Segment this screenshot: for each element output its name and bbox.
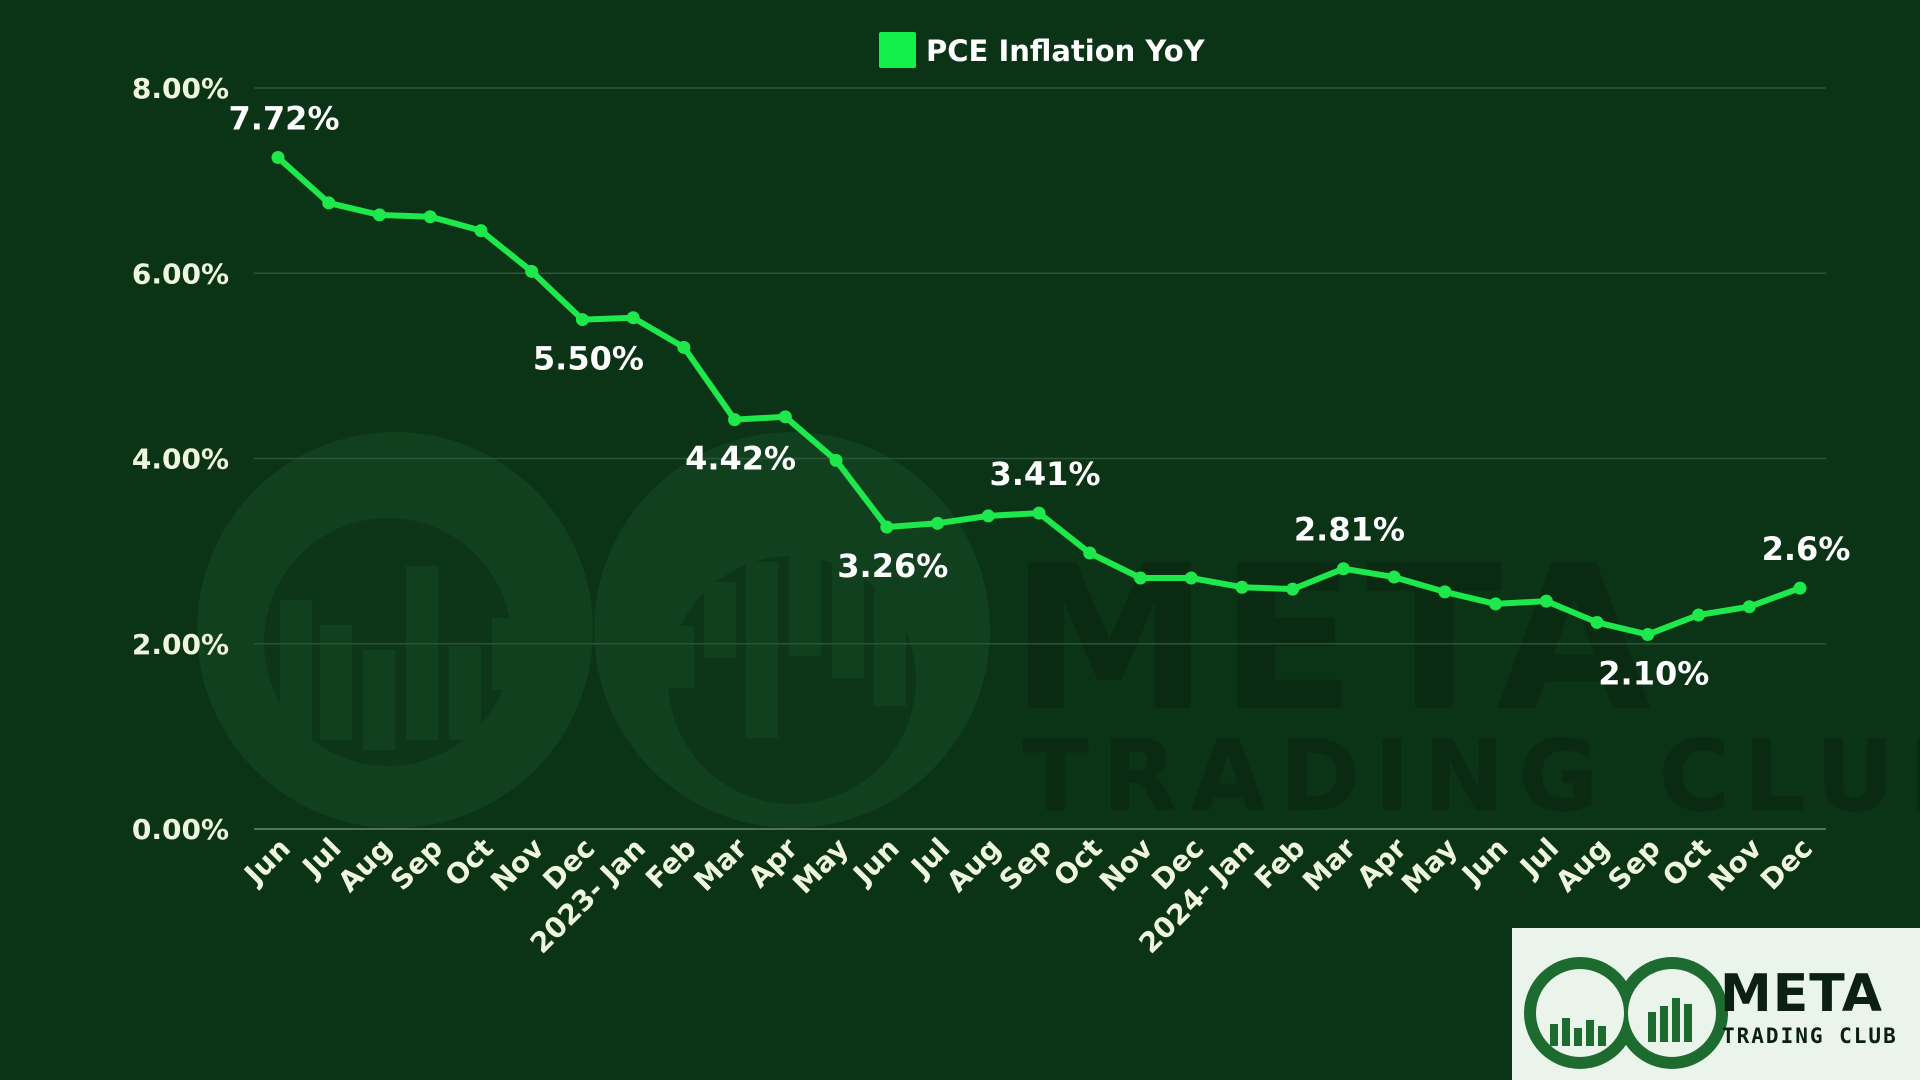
- data-point: [1184, 571, 1198, 585]
- logo-title: META: [1720, 964, 1883, 1024]
- data-label: 4.42%: [685, 440, 796, 478]
- data-point: [1438, 585, 1452, 599]
- data-point: [677, 340, 691, 354]
- data-point: [1032, 506, 1046, 520]
- data-point: [1489, 597, 1503, 611]
- y-tick-label: 2.00%: [132, 628, 229, 661]
- data-point: [1387, 570, 1401, 584]
- data-label: 2.10%: [1598, 654, 1709, 692]
- data-point: [1641, 627, 1655, 641]
- data-point: [626, 311, 640, 325]
- data-point: [880, 520, 894, 534]
- data-label: 3.26%: [837, 547, 948, 585]
- data-labels: 7.72% 5.50% 4.42% 3.26% 3.41% 2.81% 2.10% 2.6%: [228, 99, 1850, 692]
- data-point: [1286, 582, 1300, 596]
- legend-label: PCE Inflation YoY: [926, 34, 1206, 68]
- y-tick-label: 6.00%: [132, 257, 229, 290]
- data-point: [423, 210, 437, 224]
- data-point: [575, 313, 589, 327]
- data-point: [1083, 546, 1097, 560]
- watermark-subtitle: TRADING CLUB: [1022, 720, 1920, 834]
- y-tick-label: 0.00%: [132, 813, 229, 846]
- watermark-title: META: [1010, 523, 1661, 756]
- data-label: 3.41%: [989, 455, 1100, 493]
- logo-subtitle: TRADING CLUB: [1722, 1024, 1898, 1048]
- series-pce-inflation: [271, 150, 1807, 641]
- legend: PCE Inflation YoY: [879, 32, 1206, 68]
- data-point: [778, 410, 792, 424]
- data-point: [1235, 580, 1249, 594]
- data-point: [1742, 600, 1756, 614]
- data-point: [1793, 581, 1807, 595]
- data-point: [525, 264, 539, 278]
- legend-swatch: [879, 32, 916, 68]
- y-tick-label: 4.00%: [132, 443, 229, 476]
- data-point: [728, 413, 742, 427]
- y-tick-label: 8.00%: [132, 72, 229, 105]
- gridlines: [254, 87, 1826, 830]
- data-point: [829, 453, 843, 467]
- data-label: 7.72%: [228, 99, 339, 137]
- data-point: [271, 150, 285, 164]
- brand-logo-panel: META TRADING CLUB: [1512, 928, 1920, 1080]
- data-point: [474, 224, 488, 238]
- data-point: [1336, 562, 1350, 576]
- data-point: [1539, 594, 1553, 608]
- data-point: [1692, 608, 1706, 622]
- data-point: [931, 516, 945, 530]
- data-label: 2.6%: [1762, 530, 1851, 568]
- data-point: [372, 208, 386, 222]
- data-point: [322, 196, 336, 210]
- data-point: [1133, 571, 1147, 585]
- data-point: [981, 509, 995, 523]
- data-label: 2.81%: [1294, 511, 1405, 549]
- data-label: 5.50%: [533, 340, 644, 378]
- y-axis-tick-labels: 0.00% 2.00% 4.00% 6.00% 8.00%: [132, 72, 229, 846]
- data-point: [1590, 615, 1604, 629]
- infinity-logo-icon: [1524, 957, 1728, 1069]
